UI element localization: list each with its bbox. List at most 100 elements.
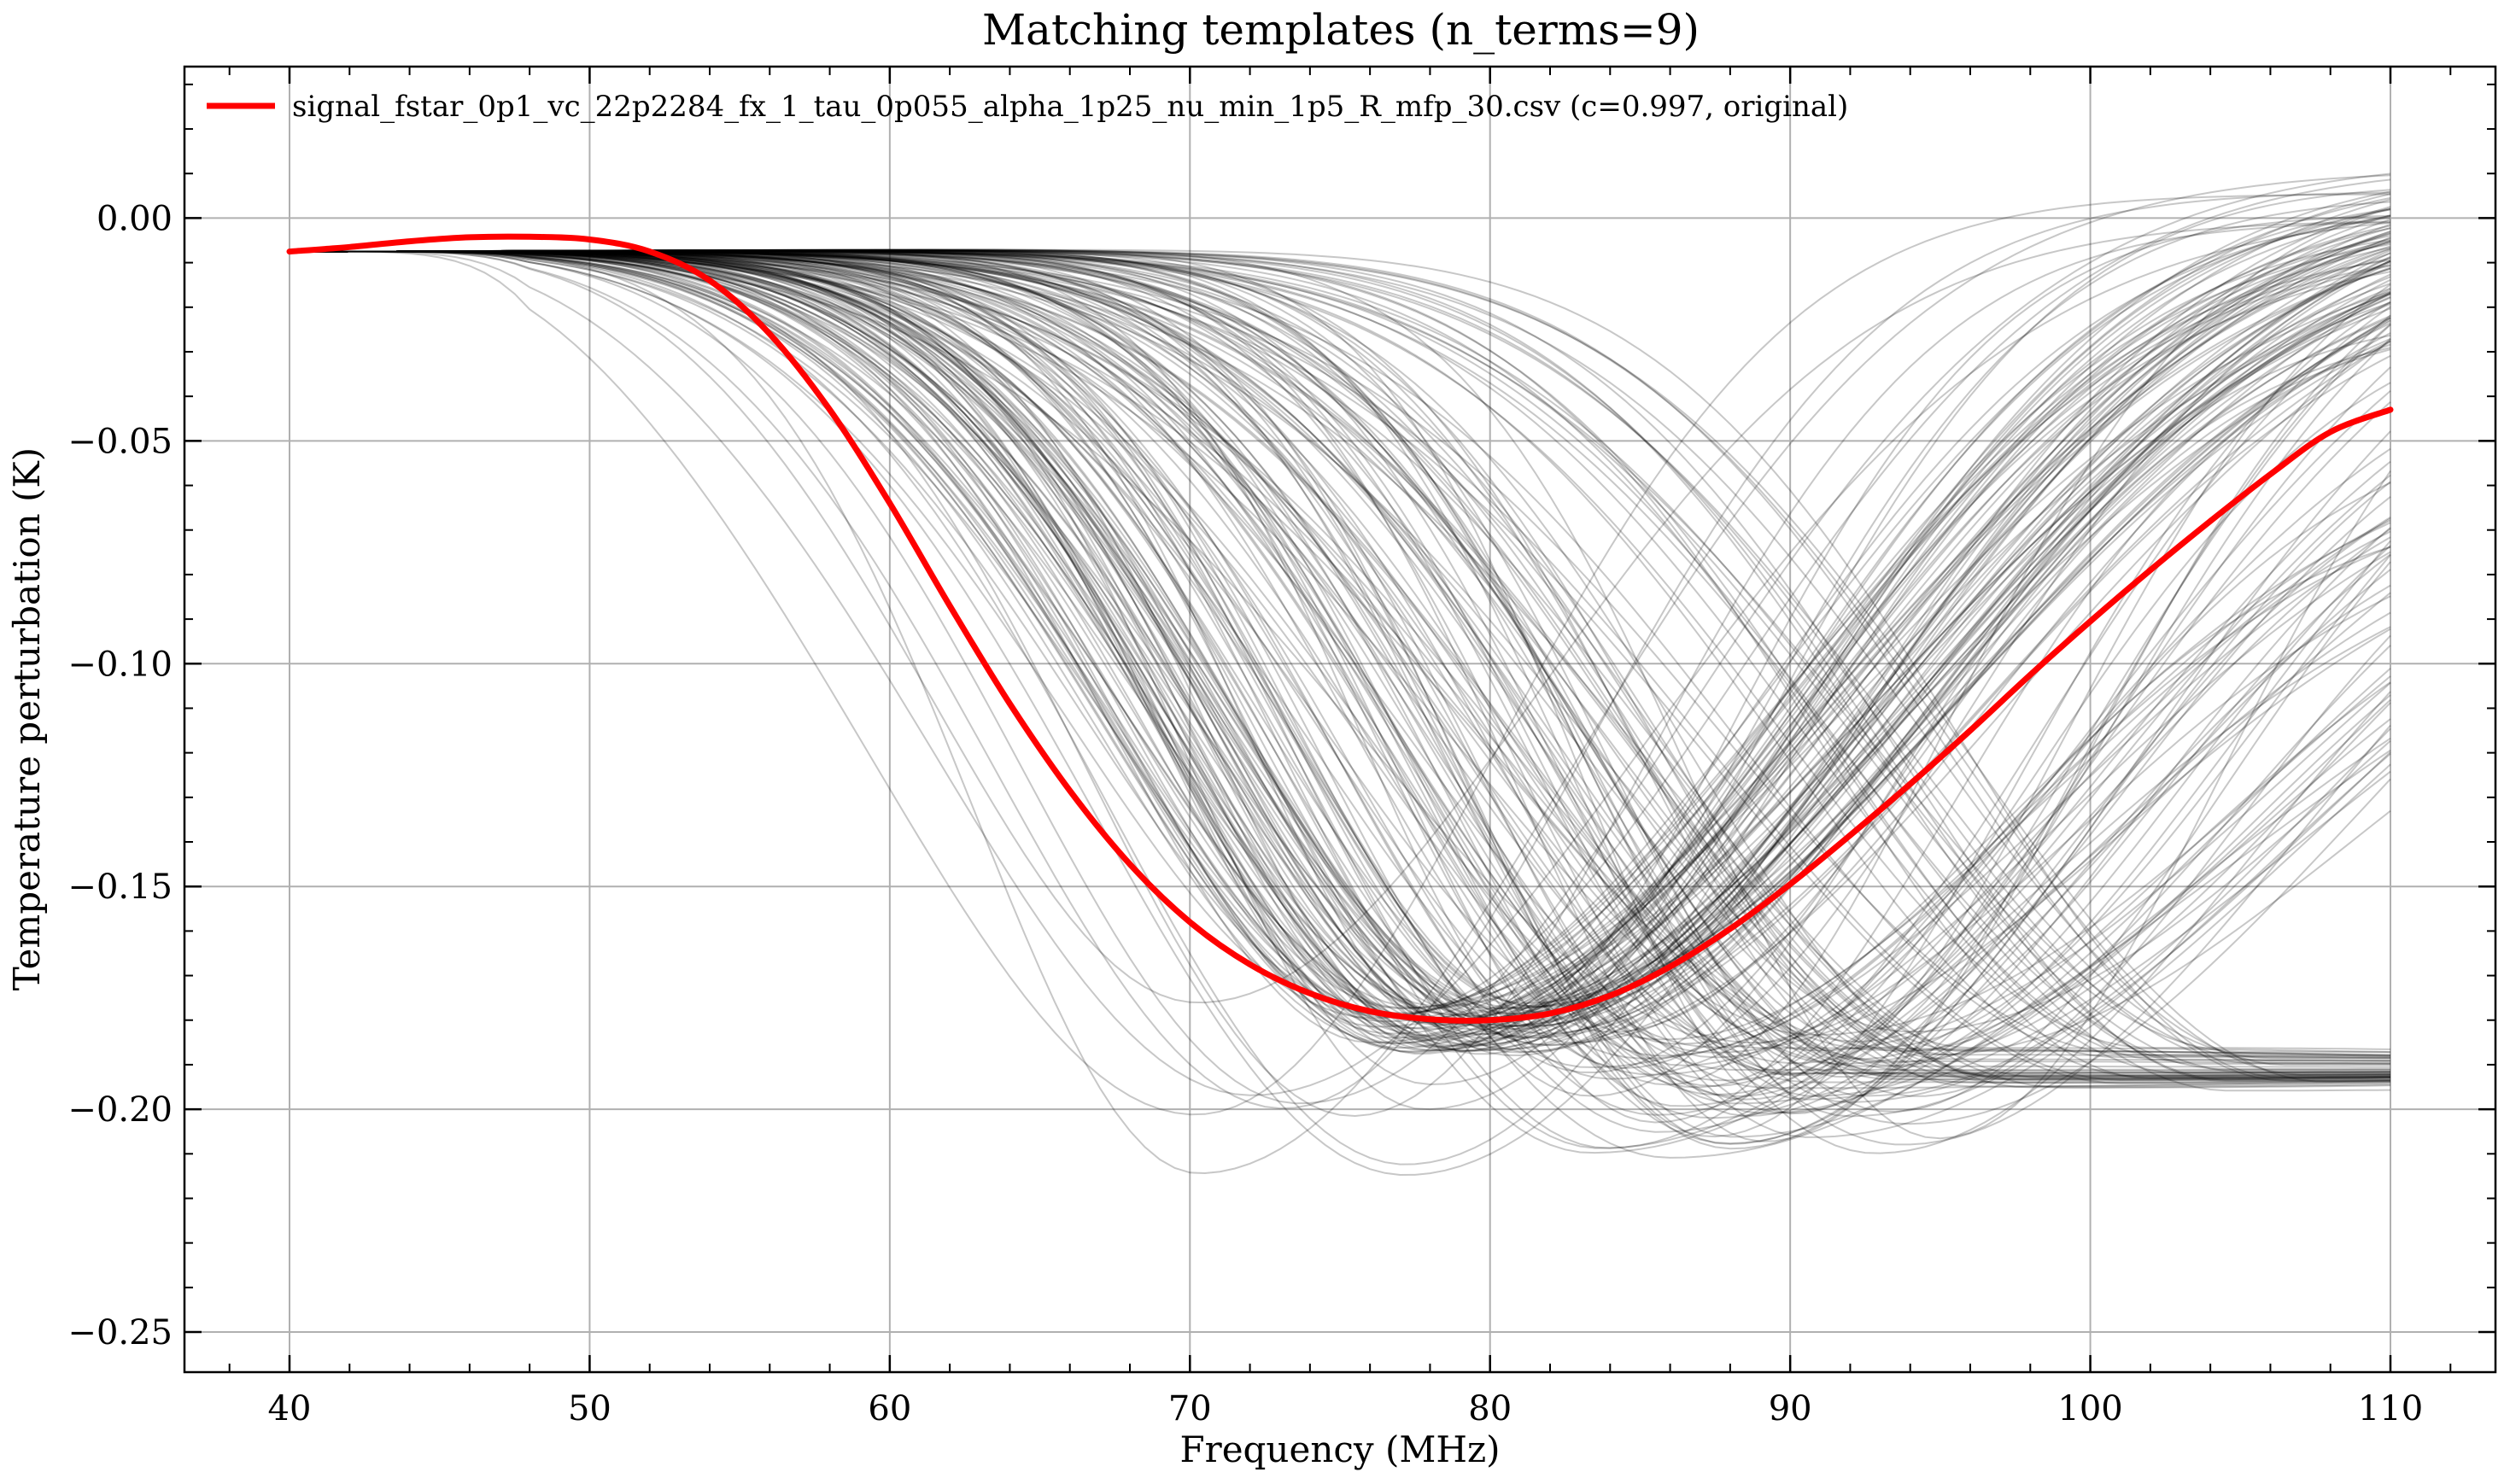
template-line bbox=[290, 250, 2391, 1039]
template-line bbox=[290, 250, 2391, 1043]
template-line bbox=[290, 193, 2391, 1053]
template-line bbox=[290, 250, 2391, 1009]
template-line bbox=[290, 250, 2391, 1065]
template-line bbox=[290, 227, 2391, 1166]
y-tick-label: 0.00 bbox=[97, 199, 173, 238]
template-line bbox=[290, 250, 2391, 1084]
template-line bbox=[290, 208, 2391, 1052]
template-line bbox=[290, 191, 2391, 1110]
x-tick-label: 60 bbox=[868, 1389, 911, 1428]
x-tick-label: 90 bbox=[1769, 1389, 1812, 1428]
template-line bbox=[290, 250, 2391, 1077]
y-tick-label: −0.10 bbox=[67, 645, 173, 684]
template-line bbox=[290, 250, 2391, 1049]
template-line bbox=[290, 250, 2391, 1035]
y-tick-label: −0.15 bbox=[67, 868, 173, 907]
template-line bbox=[290, 250, 2390, 1071]
template-line bbox=[290, 250, 2391, 1010]
template-line bbox=[290, 250, 2391, 1081]
axis-ticks bbox=[184, 67, 2495, 1372]
template-line bbox=[290, 172, 2391, 1105]
template-line bbox=[290, 250, 2391, 1054]
template-line bbox=[290, 250, 2391, 1049]
template-line bbox=[290, 250, 2391, 1014]
template-line bbox=[290, 238, 2391, 1016]
template-line bbox=[290, 250, 2391, 1145]
template-line bbox=[290, 250, 2391, 1053]
template-line bbox=[290, 250, 2391, 1029]
template-line bbox=[290, 178, 2391, 1019]
template-line bbox=[290, 237, 2391, 1042]
template-line bbox=[290, 208, 2391, 1086]
template-line bbox=[290, 250, 2391, 1154]
template-line bbox=[290, 250, 2391, 1057]
template-line bbox=[290, 250, 2391, 1133]
template-line bbox=[290, 250, 2391, 1097]
template-line bbox=[290, 250, 2391, 1069]
template-line bbox=[290, 215, 2391, 1055]
template-line bbox=[290, 250, 2391, 1088]
template-line bbox=[290, 250, 2391, 1035]
plot-frame bbox=[183, 65, 2497, 1374]
y-axis-label: Temperature perturbation (K) bbox=[6, 447, 48, 990]
template-line bbox=[290, 250, 2391, 1054]
template-line bbox=[290, 240, 2391, 1057]
template-line bbox=[290, 250, 2391, 1016]
template-line bbox=[290, 250, 2391, 1046]
template-line bbox=[290, 201, 2391, 1043]
template-line bbox=[290, 250, 2391, 1027]
template-line bbox=[290, 250, 2391, 1009]
template-line bbox=[290, 250, 2391, 1077]
x-tick-labels: 40 50 60 70 80 90 100 110 bbox=[268, 1389, 2424, 1428]
highlight-series-line bbox=[286, 233, 2394, 1024]
template-line bbox=[290, 250, 2391, 1044]
template-line bbox=[290, 250, 2391, 1159]
template-line bbox=[290, 250, 2391, 1084]
template-line bbox=[290, 231, 2391, 1025]
template-line bbox=[290, 250, 2391, 1048]
template-line bbox=[290, 249, 2391, 1051]
template-line bbox=[290, 250, 2391, 1089]
template-line bbox=[290, 250, 2391, 1076]
template-line bbox=[290, 250, 2391, 1044]
template-line bbox=[290, 250, 2391, 1080]
template-line bbox=[290, 250, 2391, 1017]
template-line bbox=[290, 207, 2391, 1048]
template-line bbox=[290, 249, 2391, 1097]
template-line bbox=[290, 221, 2391, 1096]
template-line bbox=[290, 248, 2391, 1028]
x-tick-label: 70 bbox=[1168, 1389, 1212, 1428]
x-axis-label: Frequency (MHz) bbox=[1179, 1428, 1500, 1470]
template-line bbox=[290, 206, 2391, 1008]
grid-lines bbox=[184, 67, 2495, 1372]
template-line bbox=[290, 245, 2391, 1177]
template-line bbox=[290, 230, 2391, 1027]
template-line bbox=[290, 250, 2391, 1020]
template-line bbox=[290, 220, 2391, 1004]
template-line bbox=[290, 250, 2391, 1084]
template-line bbox=[290, 250, 2391, 1026]
y-tick-label: −0.20 bbox=[67, 1090, 173, 1130]
template-line bbox=[290, 250, 2391, 1149]
template-line bbox=[290, 219, 2391, 1007]
x-tick-label: 100 bbox=[2057, 1389, 2122, 1428]
x-tick-label: 110 bbox=[2358, 1389, 2423, 1428]
template-line bbox=[290, 250, 2391, 1028]
template-line bbox=[290, 250, 2391, 1068]
template-line bbox=[290, 250, 2391, 1096]
template-line bbox=[290, 250, 2391, 1045]
template-line bbox=[290, 242, 2391, 1024]
template-line bbox=[290, 250, 2391, 1030]
template-line bbox=[290, 232, 2391, 1027]
y-tick-label: −0.05 bbox=[67, 422, 173, 461]
template-line bbox=[290, 189, 2391, 1055]
template-line bbox=[290, 250, 2391, 1014]
template-line bbox=[290, 250, 2391, 1037]
x-tick-label: 80 bbox=[1468, 1389, 1512, 1428]
template-line bbox=[290, 250, 2391, 1075]
template-line bbox=[290, 198, 2391, 1038]
template-line bbox=[290, 223, 2391, 1040]
template-line bbox=[290, 250, 2391, 1116]
template-line bbox=[290, 250, 2391, 1019]
